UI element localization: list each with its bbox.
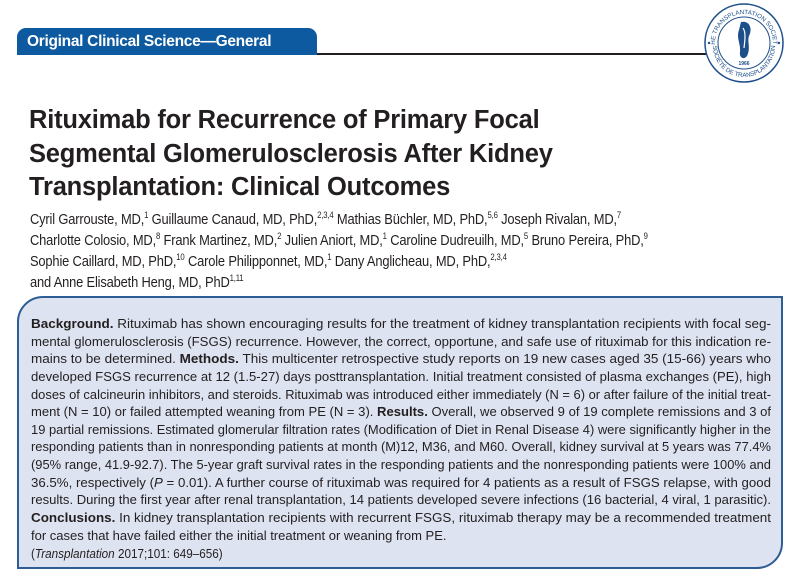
affiliation-superscript: 1 xyxy=(144,210,149,220)
title-line: Segmental Glomerulosclerosis After Kidne… xyxy=(29,139,553,168)
author-text: Carole Philipponnet, MD, xyxy=(184,253,328,270)
abstract-text-segment: In kidney transplantation recipients wit… xyxy=(115,510,771,526)
abstract-text-segment: developed FSGS recurrence at 12 (1.5-27)… xyxy=(31,368,772,384)
abstract-line: (95% range, 41.9-92.7). The 5-year graft… xyxy=(31,456,771,474)
section-heading: Background. xyxy=(31,316,114,331)
abstract-line: 36.5%, respectively (P = 0.01). A furthe… xyxy=(31,474,785,492)
author-line: Cyril Garrouste, MD,1 Guillaume Canaud, … xyxy=(30,209,648,230)
affiliation-superscript: 1,11 xyxy=(229,273,244,283)
affiliation-superscript: 8 xyxy=(155,231,161,241)
author-text: Sophie Caillard, MD, PhD, xyxy=(30,253,177,270)
author-line: and Anne Elisabeth Heng, MD, PhD1,11 xyxy=(30,272,648,293)
abstract-text-segment: responding patients than in nonrespondin… xyxy=(31,439,771,455)
section-heading: Results. xyxy=(377,404,428,420)
abstract-text-segment: Transplantation xyxy=(34,546,115,562)
abstract-text-segment: mains to be determined. xyxy=(31,351,180,367)
author-line: Sophie Caillard, MD, PhD,10 Carole Phili… xyxy=(30,251,648,272)
abstract-text-segment: ( xyxy=(31,546,35,562)
abstract-line: doses of calcineurin inhibitors, and ste… xyxy=(31,386,771,404)
affiliation-superscript: 10 xyxy=(176,252,185,262)
header-rule xyxy=(317,53,710,55)
abstract-text-segment: (95% range, 41.9-92.7). The 5-year graft… xyxy=(31,457,771,473)
affiliation-superscript: 2,3,4 xyxy=(490,252,507,262)
abstract-text-segment: P xyxy=(154,474,163,490)
author-text: Caroline Dudreuilh, MD, xyxy=(386,232,524,249)
abstract-line: mains to be determined. Methods. This mu… xyxy=(31,350,800,368)
abstract-text-segment: 2017;101: 649–656) xyxy=(114,546,223,562)
author-text: Guillaume Canaud, MD, PhD, xyxy=(148,211,318,228)
abstract-line: responding patients than in nonrespondin… xyxy=(31,438,771,456)
citation: (Transplantation 2017;101: 649–656) xyxy=(31,545,697,563)
author-text: Bruno Pereira, PhD, xyxy=(528,232,644,249)
abstract-box: Background. Rituximab has shown encourag… xyxy=(17,296,783,569)
section-label-tab: Original Clinical Science—General xyxy=(17,28,317,55)
abstract-text-segment: This multicenter retrospective study rep… xyxy=(238,351,771,367)
abstract-line: for cases that have failed either the in… xyxy=(31,527,771,545)
author-text: Dany Anglicheau, MD, PhD, xyxy=(331,253,491,270)
abstract-line: ment (N = 10) or failed attempted weanin… xyxy=(31,403,774,421)
abstract-line: mental glomerulosclerosis (FSGS) recurre… xyxy=(31,333,782,351)
section-heading: Conclusions. xyxy=(31,510,116,526)
affiliation-superscript: 7 xyxy=(616,210,622,220)
abstract-text-segment: ment (N = 10) or failed attempted weanin… xyxy=(31,404,378,420)
author-text: Julien Aniort, MD, xyxy=(281,232,383,249)
section-heading: Methods. xyxy=(179,351,239,367)
affiliation-superscript: 2 xyxy=(277,231,282,241)
abstract-text-segment: Overall, we observed 9 of 19 complete re… xyxy=(427,404,771,420)
affiliation-superscript: 5 xyxy=(523,231,529,241)
author-line: Charlotte Colosio, MD,8 Frank Martinez, … xyxy=(30,230,648,251)
article-title: Rituximab for Recurrence of Primary Foca… xyxy=(29,104,553,205)
abstract-line: Conclusions. In kidney transplantation r… xyxy=(31,509,796,527)
affiliation-superscript: 2,3,4 xyxy=(317,210,334,220)
abstract-text-segment: Rituximab has shown encouraging results … xyxy=(113,316,771,331)
abstract-text: Background. Rituximab has shown encourag… xyxy=(31,315,771,563)
abstract-text-segment: results. During the first year after ren… xyxy=(31,492,772,508)
section-label: Original Clinical Science—General xyxy=(27,33,272,50)
affiliation-superscript: 9 xyxy=(643,231,648,241)
abstract-text-segment: doses of calcineurin inhibitors, and ste… xyxy=(31,386,771,402)
abstract-text-segment: 36.5%, respectively ( xyxy=(31,474,155,490)
affiliation-superscript: 1 xyxy=(382,231,387,241)
author-text: Charlotte Colosio, MD, xyxy=(30,232,156,249)
author-text: Mathias Büchler, MD, PhD, xyxy=(333,211,488,228)
abstract-text-segment: = 0.01). A further course of rituximab w… xyxy=(162,474,771,490)
abstract-text-segment: 19 partial remissions. Estimated glomeru… xyxy=(31,421,771,437)
abstract-line: developed FSGS recurrence at 12 (1.5-27)… xyxy=(31,368,778,386)
author-text: Frank Martinez, MD, xyxy=(160,232,278,249)
author-list: Cyril Garrouste, MD,1 Guillaume Canaud, … xyxy=(30,209,748,293)
abstract-line: results. During the first year after ren… xyxy=(31,491,774,509)
title-line: Rituximab for Recurrence of Primary Foca… xyxy=(29,106,540,134)
abstract-text-segment: mental glomerulosclerosis (FSGS) recurre… xyxy=(31,333,772,349)
abstract-line: Background. Rituximab has shown encourag… xyxy=(31,315,799,333)
author-text: Cyril Garrouste, MD, xyxy=(30,211,145,228)
transplantation-society-logo: THE TRANSPLANTATION SOCIETY SOCIÉTÉ DE T… xyxy=(703,2,784,83)
affiliation-superscript: 5,6 xyxy=(487,210,498,220)
author-text: and Anne Elisabeth Heng, MD, PhD xyxy=(30,274,230,291)
abstract-text-segment: for cases that have failed either the in… xyxy=(31,527,447,543)
title-line: Transplantation: Clinical Outcomes xyxy=(29,173,451,201)
svg-text:1966: 1966 xyxy=(738,61,749,67)
author-text: Joseph Rivalan, MD, xyxy=(497,211,617,228)
abstract-line: 19 partial remissions. Estimated glomeru… xyxy=(31,421,771,439)
affiliation-superscript: 1 xyxy=(327,252,332,262)
